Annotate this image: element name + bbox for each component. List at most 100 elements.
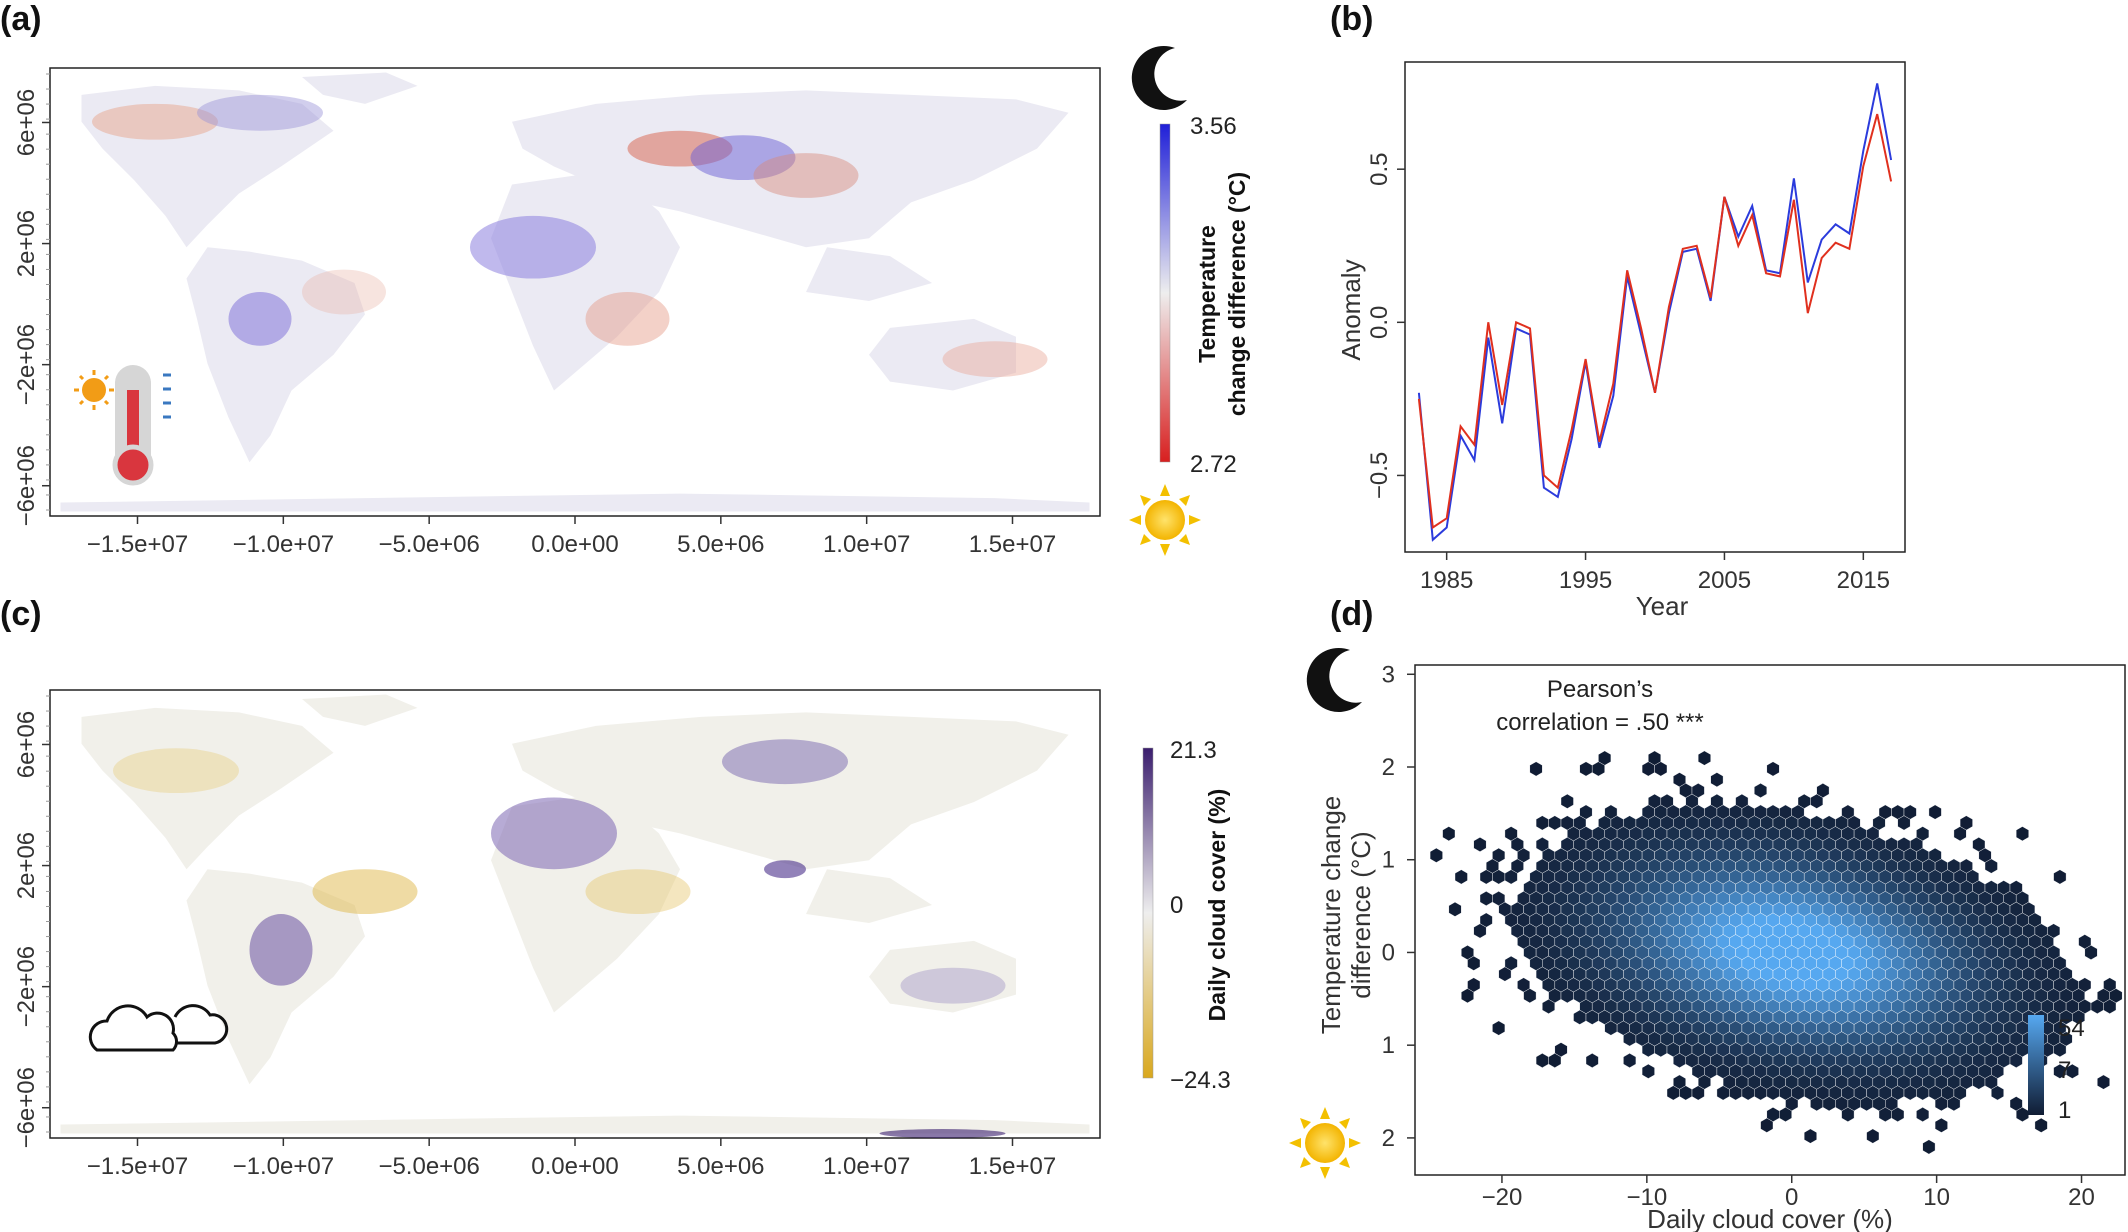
panel-b-axes: 1985 1995 2005 2015 −0.5 0.0 0.5	[1366, 153, 1890, 595]
hex-bin	[1548, 1053, 1562, 1068]
panel-b-frame	[1404, 61, 1906, 553]
x-tick-label: 5.0e+06	[677, 531, 764, 558]
hex-bin	[2103, 999, 2117, 1014]
anomaly-patch	[879, 1129, 1006, 1138]
hex-bin	[2053, 869, 2067, 885]
panel-b-xlabel: Year	[1636, 591, 1689, 621]
y-tick-label: 2	[1382, 1125, 1395, 1152]
colorbar-a-max: 3.56	[1190, 113, 1237, 140]
x-tick-label: 1.5e+07	[969, 531, 1056, 558]
y-tick-label: 1	[1382, 847, 1395, 874]
continent	[302, 694, 418, 726]
panel-c-map: −1.5e+07 −1.0e+07 −5.0e+06 0.0e+00 5.0e+06 1.…	[13, 689, 1101, 1180]
panel-a-land	[60, 72, 1090, 512]
thermometer-icon	[112, 365, 171, 486]
hex-bin	[1934, 1117, 1948, 1133]
colorbar-c-min: −24.3	[1170, 1067, 1231, 1094]
x-tick-label: 1.0e+07	[823, 1153, 910, 1180]
y-tick-label: 1	[1382, 1032, 1395, 1059]
hex-bin	[1916, 1107, 1930, 1122]
y-tick-label: −2e+06	[13, 946, 40, 1027]
panel-a-map: −1.5e+07 −1.0e+07 −5.0e+06 0.0e+00 5.0e+06 1.…	[13, 67, 1101, 558]
anomaly-patch	[942, 341, 1048, 378]
hex-bin	[2053, 1042, 2067, 1058]
sun-icon	[1289, 1107, 1361, 1179]
x-tick-label: −1.0e+07	[233, 531, 334, 558]
continent	[869, 318, 1016, 391]
y-tick-label: 6e+06	[13, 89, 40, 156]
hex-bin	[1504, 869, 1518, 885]
panel-a-colorbar: 3.56 2.72 Temperature change difference …	[1129, 45, 1250, 556]
x-tick-label: 10	[1923, 1184, 1950, 1211]
anomaly-patch	[312, 869, 418, 914]
y-tick-label: 2e+06	[13, 210, 40, 277]
series-line-red	[1417, 113, 1893, 530]
x-tick-label: 20	[2068, 1184, 2095, 1211]
sun-icon	[74, 370, 114, 410]
legend-d-max: 54	[2058, 1015, 2085, 1042]
y-tick-label: 2e+06	[13, 832, 40, 899]
colorbar-a-title-1: Temperature	[1194, 225, 1220, 363]
hex-bin	[1523, 988, 1537, 1004]
hex-bin	[1841, 1107, 1855, 1122]
hex-bin	[1922, 1139, 1936, 1155]
anomaly-patch	[900, 967, 1006, 1004]
land-mass	[60, 72, 1090, 512]
x-tick-label: 2005	[1698, 567, 1751, 594]
hex-bin	[1710, 772, 1724, 788]
y-tick-label: −0.5	[1366, 452, 1393, 499]
hex-bin	[1591, 761, 1605, 777]
anomaly-patch	[228, 292, 292, 346]
hex-bin	[1810, 793, 1824, 809]
continent	[186, 247, 365, 463]
colorbar-c-title: Daily cloud cover (%)	[1204, 789, 1230, 1022]
hex-bin	[1991, 1085, 2004, 1101]
hex-bin	[1429, 847, 1443, 863]
hex-bin	[1760, 1117, 1774, 1133]
continent	[806, 247, 932, 301]
panel-c-colorbar: 21.3 0 −24.3 Daily cloud cover (%)	[1142, 737, 1231, 1094]
colorbar-a-min: 2.72	[1190, 451, 1237, 478]
hex-bin	[1529, 761, 1543, 777]
colorbar-a-title-2: change difference (°C)	[1224, 172, 1250, 416]
y-tick-label: −6e+06	[13, 445, 40, 526]
panel-d-ylabel-1: Temperature change	[1316, 796, 1346, 1034]
sun-icon	[1129, 484, 1201, 556]
hex-bin	[1442, 826, 1456, 842]
hex-bin	[1641, 1063, 1655, 1079]
panel-c-axes: −1.5e+07 −1.0e+07 −5.0e+06 0.0e+00 5.0e+06 1.…	[13, 695, 1056, 1180]
hex-bin	[1560, 793, 1574, 809]
hex-bin	[2015, 826, 2029, 842]
y-tick-label: 2	[1382, 754, 1395, 781]
y-tick-label: −6e+06	[13, 1067, 40, 1148]
hex-bin	[2072, 1009, 2086, 1025]
x-tick-label: 1985	[1420, 567, 1473, 594]
anomaly-patch	[585, 292, 670, 346]
panel-b-ylabel: Anomaly	[1336, 259, 1366, 360]
x-tick-label: −10	[1626, 1184, 1667, 1211]
anomaly-patch	[92, 103, 218, 140]
anomaly-patch	[470, 215, 596, 279]
hex-bin	[1766, 761, 1780, 777]
panel-a-label: (a)	[0, 0, 42, 38]
x-tick-label: −1.0e+07	[233, 1153, 334, 1180]
anomaly-patch	[722, 739, 848, 785]
legend-d-min: 1	[2058, 1097, 2071, 1124]
hex-bin	[1953, 826, 1967, 842]
panel-a-axes: −1.5e+07 −1.0e+07 −5.0e+06 0.0e+00 5.0e+06 1.…	[13, 73, 1056, 558]
hex-bin	[1779, 1107, 1792, 1122]
hex-bin	[1803, 1128, 1817, 1144]
hex-bin	[2065, 1063, 2079, 1079]
y-tick-label: 0	[1382, 939, 1395, 966]
hex-bin	[1585, 1053, 1599, 1068]
hex-bin	[2009, 1053, 2023, 1068]
hex-bin	[1891, 1107, 1905, 1122]
anomaly-patch	[197, 94, 323, 131]
panel-d-annotation-2: correlation = .50 ***	[1496, 709, 1703, 736]
hex-bin	[1492, 1020, 1506, 1036]
colorbar-c-max: 21.3	[1170, 737, 1217, 764]
hex-bin	[1984, 858, 1998, 874]
anomaly-patch	[753, 153, 859, 198]
